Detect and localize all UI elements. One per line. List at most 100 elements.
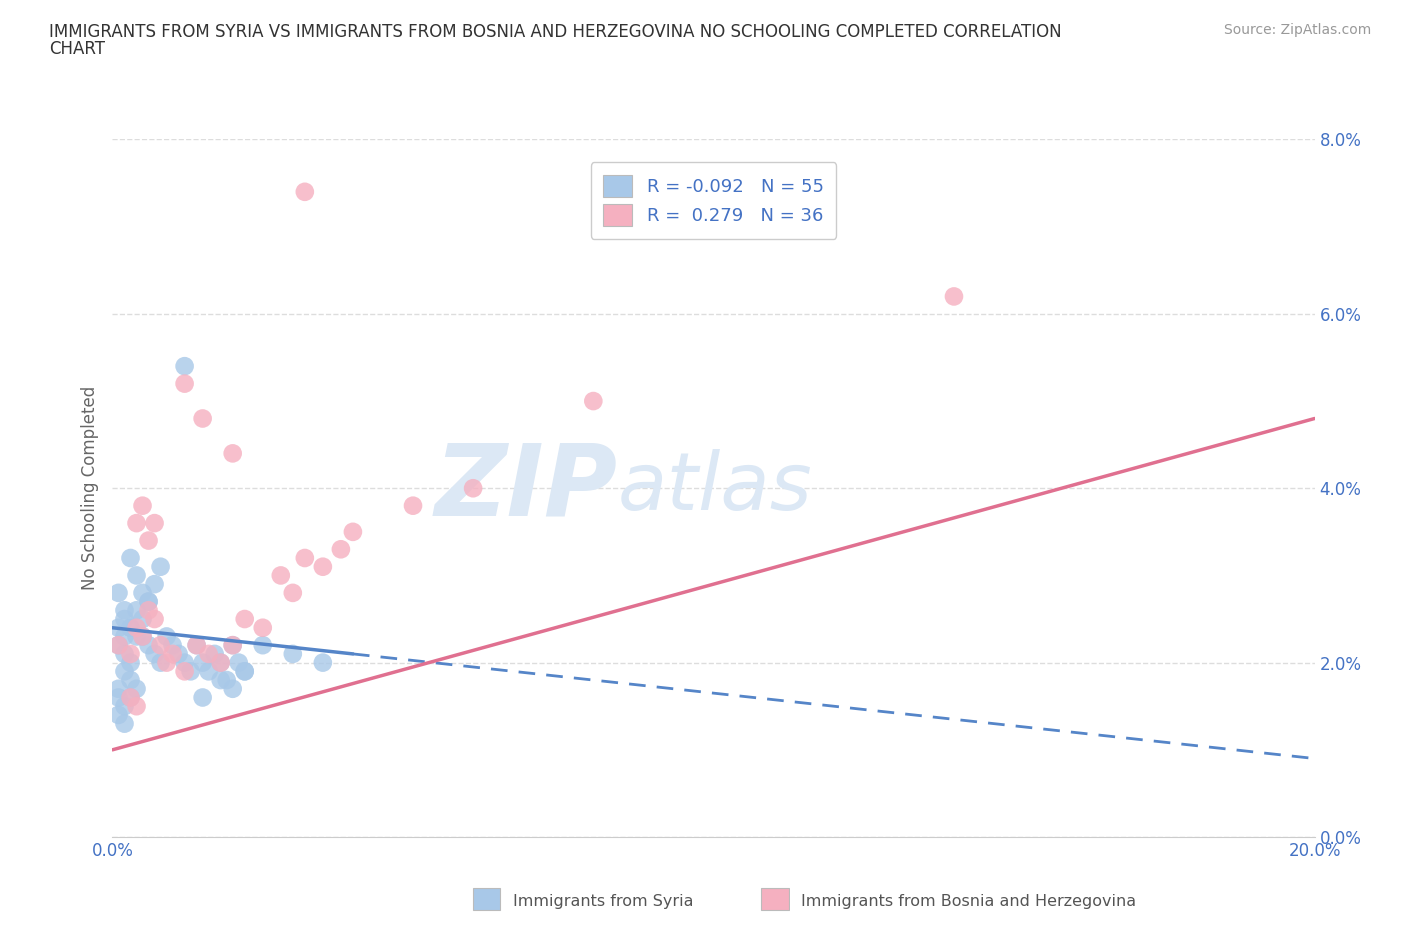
Point xyxy=(114,629,136,644)
Point xyxy=(191,411,214,426)
Point xyxy=(138,594,160,609)
Point xyxy=(114,716,136,731)
Point xyxy=(125,629,148,644)
Point xyxy=(162,638,184,653)
Point xyxy=(107,620,129,635)
Point xyxy=(125,620,148,635)
Point xyxy=(114,698,136,713)
Bar xyxy=(761,888,789,910)
Point xyxy=(233,664,256,679)
Point xyxy=(120,620,142,635)
Point xyxy=(143,577,166,591)
Point xyxy=(149,638,172,653)
Point xyxy=(204,646,226,661)
Point xyxy=(252,620,274,635)
Point xyxy=(312,655,335,670)
Point xyxy=(329,542,352,557)
Point xyxy=(143,646,166,661)
Text: atlas: atlas xyxy=(617,449,813,527)
Point xyxy=(107,586,129,601)
Point xyxy=(120,672,142,687)
Text: Source: ZipAtlas.com: Source: ZipAtlas.com xyxy=(1223,23,1371,37)
Point xyxy=(120,620,142,635)
Point xyxy=(138,533,160,548)
Point xyxy=(125,698,148,713)
Text: Immigrants from Bosnia and Herzegovina: Immigrants from Bosnia and Herzegovina xyxy=(801,894,1136,909)
Point xyxy=(125,603,148,618)
Point xyxy=(281,646,304,661)
Text: CHART: CHART xyxy=(49,40,105,58)
Point xyxy=(191,690,214,705)
Point xyxy=(155,629,177,644)
Point xyxy=(222,682,245,697)
Point xyxy=(222,446,245,461)
Point xyxy=(125,682,148,697)
Point xyxy=(125,568,148,583)
Point xyxy=(138,594,160,609)
Point xyxy=(209,672,232,687)
Point xyxy=(131,586,153,601)
Point xyxy=(114,612,136,627)
Point xyxy=(461,481,484,496)
Point xyxy=(120,690,142,705)
Point xyxy=(131,612,153,627)
Legend: R = -0.092   N = 55, R =  0.279   N = 36: R = -0.092 N = 55, R = 0.279 N = 36 xyxy=(591,163,837,239)
Point xyxy=(120,655,142,670)
Point xyxy=(114,664,136,679)
Point xyxy=(402,498,425,513)
Point xyxy=(312,559,335,574)
Point xyxy=(143,612,166,627)
Point xyxy=(120,551,142,565)
Point xyxy=(131,629,153,644)
Point xyxy=(125,515,148,530)
Point xyxy=(582,393,605,408)
Point xyxy=(131,629,153,644)
Point xyxy=(173,655,195,670)
Point xyxy=(294,551,316,565)
Text: ZIP: ZIP xyxy=(434,440,617,537)
Point xyxy=(107,638,129,653)
Point xyxy=(173,359,195,374)
Text: Immigrants from Syria: Immigrants from Syria xyxy=(513,894,693,909)
Point xyxy=(149,655,172,670)
Point xyxy=(209,655,232,670)
Point xyxy=(155,655,177,670)
Point xyxy=(222,638,245,653)
Point xyxy=(942,289,965,304)
Point xyxy=(252,638,274,653)
Point xyxy=(162,646,184,661)
Point xyxy=(197,664,219,679)
Point xyxy=(342,525,364,539)
Point xyxy=(143,515,166,530)
Point xyxy=(228,655,250,670)
Text: IMMIGRANTS FROM SYRIA VS IMMIGRANTS FROM BOSNIA AND HERZEGOVINA NO SCHOOLING COM: IMMIGRANTS FROM SYRIA VS IMMIGRANTS FROM… xyxy=(49,23,1062,41)
Point xyxy=(173,664,195,679)
Point xyxy=(233,612,256,627)
Point xyxy=(114,646,136,661)
Point xyxy=(281,586,304,601)
Point xyxy=(173,376,195,391)
Point xyxy=(233,664,256,679)
Point xyxy=(191,655,214,670)
Point xyxy=(180,664,202,679)
Point xyxy=(131,498,153,513)
Point xyxy=(167,646,190,661)
Point xyxy=(107,682,129,697)
Point xyxy=(197,646,219,661)
Point xyxy=(215,672,238,687)
Point xyxy=(107,708,129,723)
Point xyxy=(222,638,245,653)
Point xyxy=(270,568,292,583)
Point xyxy=(114,603,136,618)
Point xyxy=(107,690,129,705)
Point xyxy=(294,184,316,199)
Point xyxy=(149,559,172,574)
Bar xyxy=(472,888,501,910)
Point xyxy=(120,646,142,661)
Point xyxy=(107,638,129,653)
Point xyxy=(120,690,142,705)
Point xyxy=(186,638,208,653)
Y-axis label: No Schooling Completed: No Schooling Completed xyxy=(80,386,98,591)
Point xyxy=(138,638,160,653)
Point xyxy=(138,603,160,618)
